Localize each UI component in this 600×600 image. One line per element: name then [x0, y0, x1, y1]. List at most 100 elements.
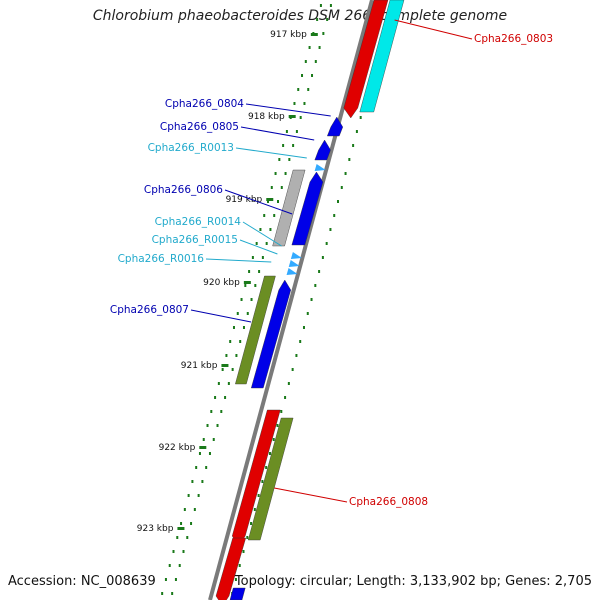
gene-bar-0806 [291, 171, 324, 246]
tick-guide-dot [272, 438, 275, 441]
tick-guide-dot [321, 256, 324, 259]
tick-label: 921 kbp [181, 361, 218, 371]
tick-label: 919 kbp [226, 195, 263, 205]
tick-guide-dot [344, 172, 347, 175]
topology-summary-text: Topology: circular; Length: 3,133,902 bp… [234, 574, 592, 589]
tick-guide-dot [333, 214, 336, 217]
tick-label: 920 kbp [203, 278, 240, 288]
tick-guide-dot [310, 298, 313, 301]
tick-guide-dot [253, 508, 256, 511]
rna-marker [288, 260, 300, 267]
tick-guide-dot [257, 494, 260, 497]
tick-guide-dot [277, 200, 279, 203]
tick-guide-dot [220, 410, 223, 413]
tick-guide-dot [248, 270, 251, 273]
tick-guide-dot [239, 340, 242, 343]
tick-guide-dot [164, 578, 167, 581]
tick-guide-dot [206, 424, 209, 427]
tick-guide-dot [285, 130, 288, 133]
tick-guide-dot [221, 368, 224, 371]
tick-guide-dot [244, 284, 247, 287]
tick-guide-dot [231, 368, 234, 371]
tick-guide-dot [297, 88, 300, 91]
tick-guide-dot [273, 214, 276, 217]
tick-guide-dot [295, 130, 298, 133]
tick-mark [310, 33, 318, 36]
gene-leader-line [239, 239, 278, 255]
accession-text: Accession: NC_008639 [8, 574, 156, 589]
tick-guide-dot [176, 536, 179, 539]
gene-label-cpha266_0805: Cpha266_0805 [160, 121, 239, 133]
tick-guide-dot [235, 354, 238, 357]
tick-guide-dot [269, 228, 272, 231]
tick-guide-dot [224, 396, 227, 399]
tick-guide-dot [250, 522, 253, 525]
gene-bar-0810 [229, 587, 246, 600]
tick-guide-dot [208, 452, 211, 455]
tick-guide-dot [201, 480, 204, 483]
gene-label-cpha266_0807: Cpha266_0807 [110, 304, 189, 316]
tick-guide-dot [210, 410, 213, 413]
gene-label-cpha266_0803: Cpha266_0803 [474, 33, 553, 45]
gene-label-cpha266_r0014: Cpha266_R0014 [155, 216, 242, 228]
tick-guide-dot [242, 326, 245, 329]
gene-leader-line [224, 189, 293, 215]
gene-leader-line [205, 258, 272, 263]
tick-guide-dot [329, 4, 332, 7]
tick-guide-dot [299, 116, 302, 119]
gene-leader-line [235, 147, 307, 159]
tick-guide-dot [348, 158, 351, 161]
tick-guide-dot [171, 592, 174, 595]
gene-label-cpha266_r0016: Cpha266_R0016 [118, 253, 205, 265]
tick-guide-dot [278, 158, 281, 161]
tick-guide-dot [325, 242, 328, 245]
tick-guide-dot [299, 340, 302, 343]
tick-guide-dot [182, 550, 185, 553]
tick-label: 922 kbp [159, 443, 196, 453]
tick-guide-dot [318, 46, 321, 49]
tick-guide-dot [355, 130, 358, 133]
tick-guide-dot [216, 424, 219, 427]
tick-mark [199, 446, 207, 449]
tick-guide-dot [288, 158, 291, 161]
gene-label-cpha266_r0015: Cpha266_R0015 [152, 234, 238, 246]
tick-guide-dot [255, 242, 258, 245]
tick-guide-dot [261, 256, 264, 259]
gene-bar-0803 [343, 0, 389, 119]
tick-guide-dot [197, 494, 200, 497]
tick-guide-dot [172, 550, 175, 553]
tick-guide-dot [180, 522, 183, 525]
tick-guide-dot [246, 312, 249, 315]
gene-leader-line [190, 309, 252, 323]
tick-guide-dot [304, 60, 307, 63]
genome-backbone [208, 0, 374, 600]
gene-leader-line [240, 126, 315, 141]
tick-guide-dot [303, 102, 306, 105]
gene-label-cpha266_0804: Cpha266_0804 [165, 98, 244, 110]
tick-guide-dot [198, 452, 201, 455]
tick-guide-dot [242, 550, 245, 553]
tick-mark [266, 198, 274, 201]
tick-guide-dot [217, 382, 220, 385]
gene-label-cpha266_0806: Cpha266_0806 [144, 184, 223, 196]
tick-guide-dot [161, 592, 164, 595]
page-title: Chlorobium phaeobacteroides DSM 266, com… [92, 8, 508, 24]
tick-guide-dot [195, 466, 198, 469]
tick-label: 923 kbp [137, 524, 174, 534]
tick-guide-dot [263, 214, 266, 217]
gene-bar-0807-olive [235, 275, 276, 385]
tick-guide-dot [270, 186, 273, 189]
tick-mark [243, 281, 251, 284]
tick-guide-dot [229, 340, 232, 343]
tick-guide-dot [291, 368, 294, 371]
tick-guide-dot [267, 200, 269, 203]
tick-guide-dot [168, 564, 171, 567]
gene-leader-line [245, 103, 331, 117]
tick-guide-dot [284, 172, 287, 175]
tick-guide-dot [340, 186, 343, 189]
gene-bar-0803-cyan [359, 0, 405, 113]
gene-label-cpha266_r0013: Cpha266_R0013 [148, 142, 234, 154]
tick-label: 917 kbp [270, 30, 307, 40]
